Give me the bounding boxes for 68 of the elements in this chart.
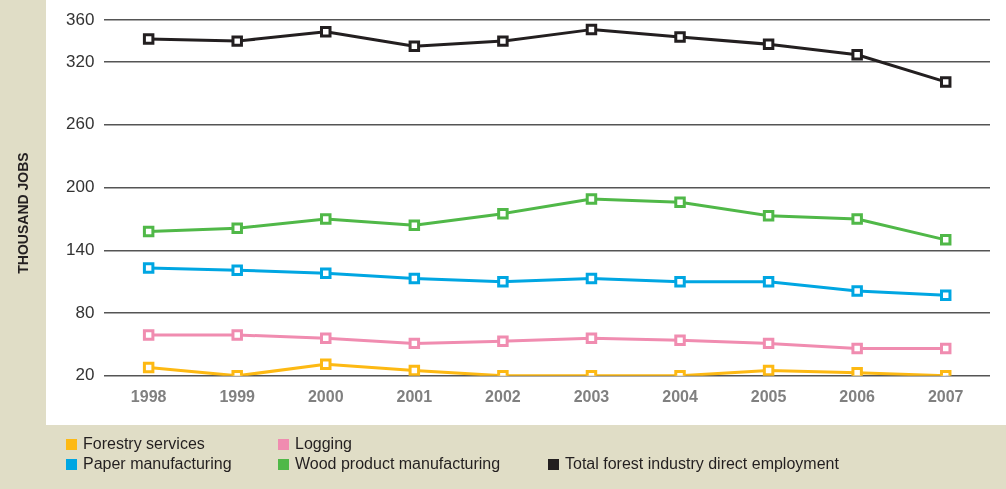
legend-label: Paper manufacturing: [83, 455, 232, 473]
point: [851, 213, 863, 225]
point: [142, 33, 155, 45]
point: [851, 285, 863, 297]
point: [674, 334, 686, 346]
point: [939, 289, 952, 302]
point: [320, 25, 332, 38]
point: [762, 210, 775, 222]
point: [231, 35, 243, 47]
point: [497, 335, 509, 348]
point: [497, 35, 509, 47]
y-tick-label: 140: [65, 239, 95, 259]
point: [674, 31, 686, 43]
point: [585, 332, 598, 344]
y-tick-label: 20: [75, 365, 95, 385]
point: [762, 337, 775, 350]
point: [408, 40, 421, 53]
point: [408, 337, 421, 350]
legend-label: Total forest industry direct employment: [565, 455, 839, 473]
y-tick-label: 320: [65, 51, 95, 71]
x-tick-label: 2003: [573, 387, 610, 405]
point: [142, 361, 155, 374]
point: [585, 193, 598, 205]
point: [762, 38, 775, 50]
point: [231, 264, 243, 276]
point: [408, 219, 421, 231]
point: [497, 275, 509, 288]
point: [497, 207, 509, 220]
point: [142, 262, 155, 274]
point: [231, 222, 243, 235]
point: [320, 358, 332, 371]
x-tick-label: 2000: [307, 387, 344, 405]
point: [231, 329, 243, 341]
point: [762, 275, 775, 288]
y-tick-label: 360: [65, 9, 95, 29]
point: [674, 196, 686, 208]
x-tick-label: 2004: [662, 387, 698, 405]
point: [585, 272, 598, 285]
point: [320, 332, 332, 344]
point: [762, 364, 775, 376]
point: [320, 213, 332, 225]
x-tick-label: 2001: [396, 387, 433, 405]
x-tick-label: 1998: [130, 387, 167, 405]
point: [585, 23, 598, 36]
y-tick-label: 200: [65, 177, 95, 197]
y-tick-label: 80: [75, 302, 95, 322]
legend-label: Forestry services: [83, 435, 205, 453]
x-tick-label: 2007: [927, 387, 964, 405]
y-tick-label: 260: [65, 114, 95, 134]
point: [939, 234, 952, 246]
legend-label: Logging: [295, 435, 352, 453]
point: [142, 225, 155, 238]
point: [851, 342, 863, 355]
legend-label: Wood product manufacturing: [295, 455, 501, 473]
x-tick-label: 2006: [839, 387, 876, 405]
y-axis-title: THOUSAND JOBS: [15, 151, 32, 274]
point: [851, 366, 863, 376]
x-tick-label: 2005: [750, 387, 787, 405]
point: [408, 272, 421, 285]
point: [320, 267, 332, 280]
point: [851, 48, 863, 61]
point: [939, 76, 952, 88]
point: [674, 275, 686, 288]
x-tick-label: 2002: [485, 387, 521, 405]
point: [939, 342, 952, 355]
point: [408, 364, 421, 376]
point: [142, 329, 155, 341]
x-tick-label: 1999: [219, 387, 256, 405]
